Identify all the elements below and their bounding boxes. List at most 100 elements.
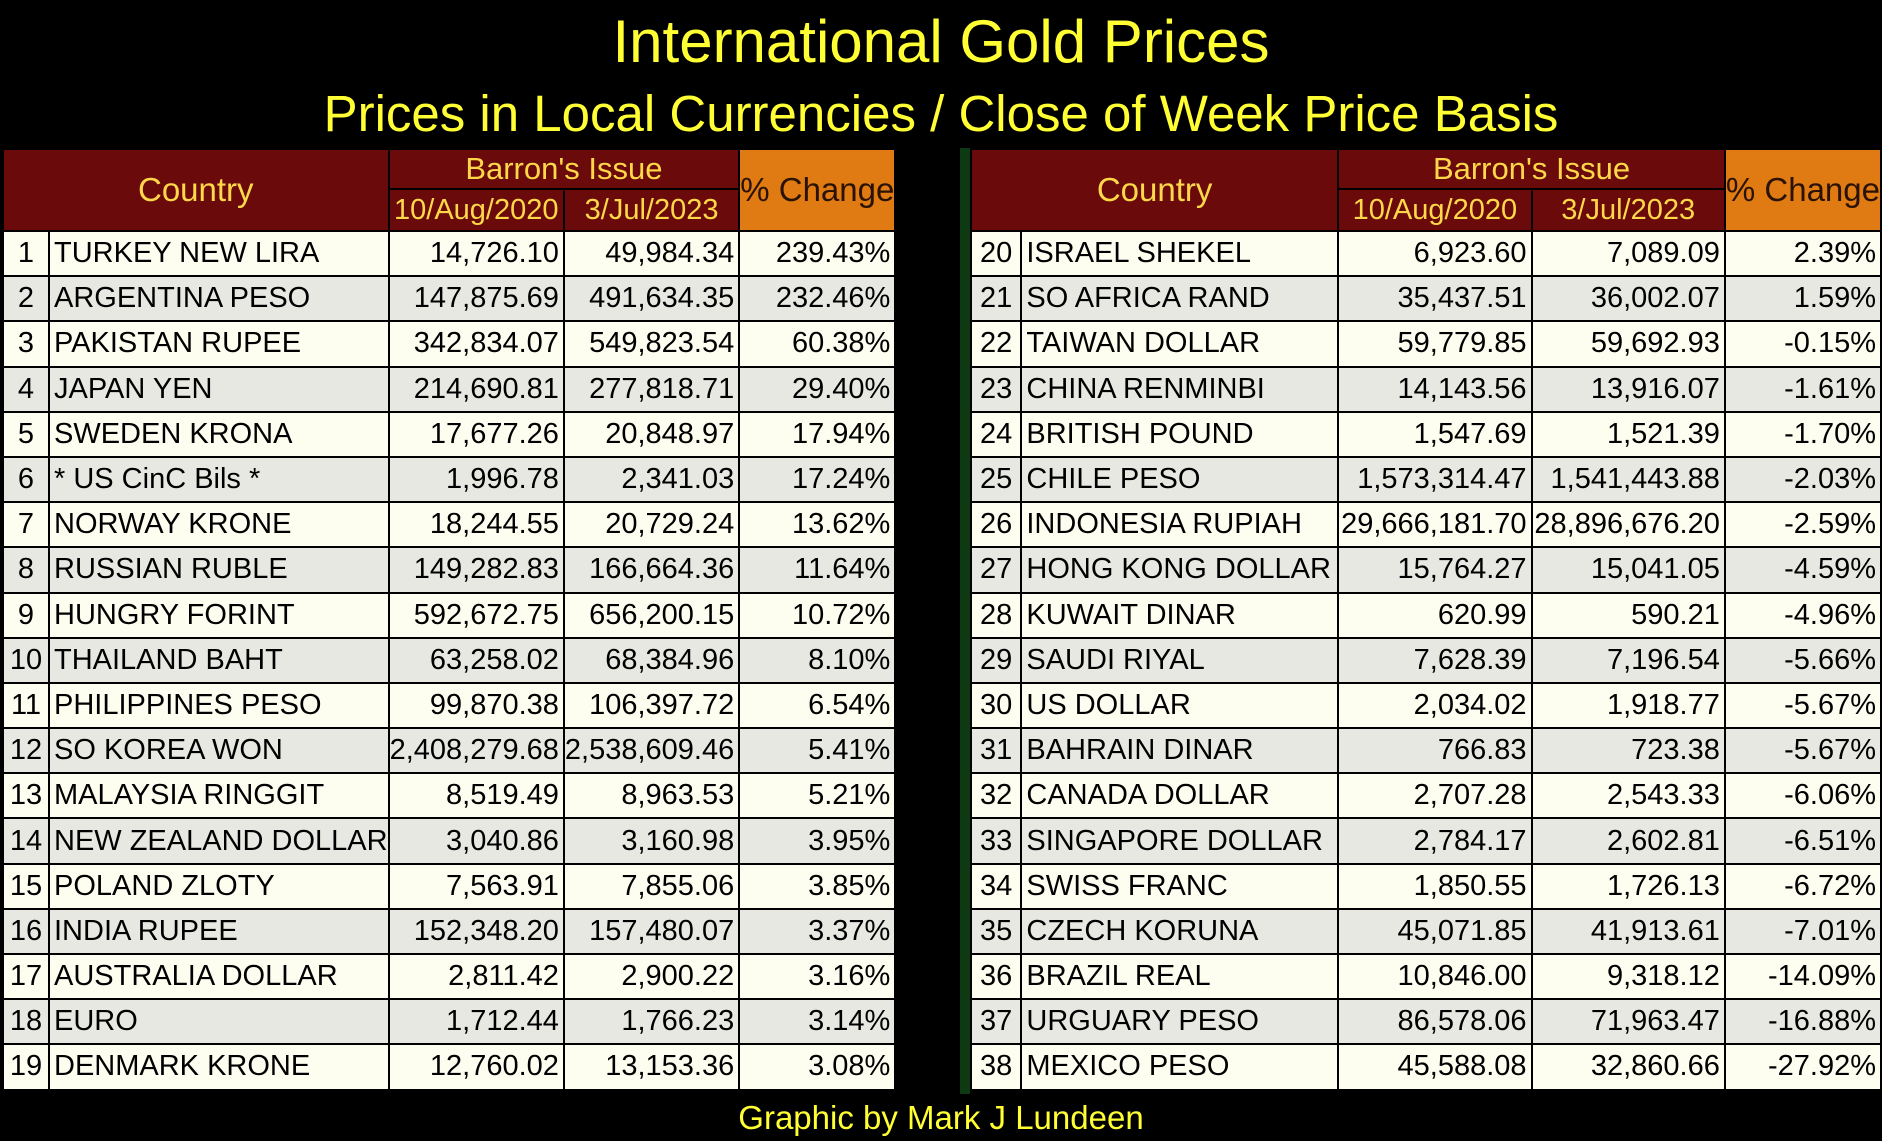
table-row: 32 CANADA DOLLAR 2,707.28 2,543.33 -6.06% — [969, 772, 1882, 820]
rank-cell: 7 — [2, 501, 50, 549]
rank-cell: 36 — [969, 952, 1023, 1001]
country-cell: US DOLLAR — [1020, 681, 1340, 730]
pct-change-cell: 3.16% — [738, 952, 897, 1001]
country-cell: CZECH KORUNA — [1020, 907, 1340, 956]
country-cell: SWEDEN KRONA — [48, 410, 390, 458]
price-2020-cell: 14,143.56 — [1337, 365, 1533, 413]
pct-change-cell: 3.37% — [738, 907, 897, 956]
rank-cell: 14 — [2, 817, 50, 865]
pct-change-cell: -16.88% — [1723, 998, 1882, 1046]
right-table-panel: Country Barron's Issue % Change 10/Aug/2… — [969, 148, 1882, 1091]
pct-change-cell: -4.96% — [1723, 591, 1882, 639]
table-row: 28 KUWAIT DINAR 620.99 590.21 -4.96% — [969, 591, 1882, 639]
table-row: 14 NEW ZEALAND DOLLAR 3,040.86 3,160.98 3.95… — [2, 817, 897, 865]
price-2023-cell: 491,634.35 — [562, 275, 741, 323]
table-row: 20 ISRAEL SHEKEL 6,923.60 7,089.09 2.39% — [969, 229, 1882, 278]
pct-change-cell: 3.14% — [738, 998, 897, 1046]
rank-cell: 15 — [2, 862, 50, 910]
country-cell: * US CinC Bils * — [48, 455, 390, 504]
country-cell: SO KOREA WON — [48, 727, 390, 775]
table-row: 33 SINGAPORE DOLLAR 2,784.17 2,602.81 -6.51% — [969, 817, 1882, 865]
pct-change-cell: -5.66% — [1723, 636, 1882, 684]
rank-cell: 11 — [2, 681, 50, 730]
country-cell: PAKISTAN RUPEE — [48, 320, 390, 368]
price-2023-cell: 7,855.06 — [562, 862, 741, 910]
price-2023-cell: 20,729.24 — [562, 501, 741, 549]
table-body-left: 1 TURKEY NEW LIRA 14,726.10 49,984.34 239.43… — [2, 229, 897, 1091]
price-2020-cell: 766.83 — [1337, 727, 1533, 775]
rank-cell: 19 — [2, 1043, 50, 1091]
country-cell: SAUDI RIYAL — [1020, 636, 1340, 684]
price-2023-cell: 157,480.07 — [562, 907, 741, 956]
price-2023-cell: 1,521.39 — [1530, 410, 1726, 458]
price-2020-cell: 59,779.85 — [1337, 320, 1533, 368]
price-2020-cell: 14,726.10 — [387, 229, 565, 278]
price-2020-cell: 1,547.69 — [1337, 410, 1533, 458]
rank-cell: 6 — [2, 455, 50, 504]
rank-cell: 28 — [969, 591, 1023, 639]
pct-change-column-header: % Change — [738, 148, 897, 232]
table-row: 8 RUSSIAN RUBLE 149,282.83 166,664.36 11.64% — [2, 546, 897, 594]
rank-cell: 17 — [2, 952, 50, 1001]
price-2023-cell: 2,543.33 — [1530, 772, 1726, 820]
price-2023-cell: 1,766.23 — [562, 998, 741, 1046]
country-cell: HONG KONG DOLLAR — [1020, 546, 1340, 594]
table-row: 6 * US CinC Bils * 1,996.78 2,341.03 17.24% — [2, 455, 897, 504]
country-cell: URGUARY PESO — [1020, 998, 1340, 1046]
rank-cell: 9 — [2, 591, 50, 639]
pct-change-cell: 11.64% — [738, 546, 897, 594]
pct-change-cell: 3.08% — [738, 1043, 897, 1091]
price-2020-cell: 7,628.39 — [1337, 636, 1533, 684]
pct-change-cell: -4.59% — [1723, 546, 1882, 594]
price-2023-cell: 656,200.15 — [562, 591, 741, 639]
country-cell: HUNGRY FORINT — [48, 591, 390, 639]
pct-change-cell: 17.24% — [738, 455, 897, 504]
table-row: 2 ARGENTINA PESO 147,875.69 491,634.35 232.4… — [2, 275, 897, 323]
country-cell: CHINA RENMINBI — [1020, 365, 1340, 413]
country-cell: CHILE PESO — [1020, 455, 1340, 504]
price-2020-cell: 214,690.81 — [387, 365, 565, 413]
country-cell: NEW ZEALAND DOLLAR — [48, 817, 390, 865]
price-2020-cell: 15,764.27 — [1337, 546, 1533, 594]
price-2023-cell: 15,041.05 — [1530, 546, 1726, 594]
price-2023-cell: 723.38 — [1530, 727, 1726, 775]
price-2020-cell: 7,563.91 — [387, 862, 565, 910]
price-2023-cell: 36,002.07 — [1530, 275, 1726, 323]
price-2020-cell: 2,811.42 — [387, 952, 565, 1001]
rank-cell: 38 — [969, 1043, 1023, 1091]
country-cell: EURO — [48, 998, 390, 1046]
table-row: 26 INDONESIA RUPIAH 29,666,181.70 28,896,67… — [969, 501, 1882, 549]
gold-price-table-left: Country Barron's Issue % Change 10/Aug/2… — [2, 148, 897, 1091]
country-cell: BRITISH POUND — [1020, 410, 1340, 458]
price-2020-cell: 12,760.02 — [387, 1043, 565, 1091]
pct-change-cell: -6.51% — [1723, 817, 1882, 865]
table-row: 3 PAKISTAN RUPEE 342,834.07 549,823.54 60.38… — [2, 320, 897, 368]
rank-cell: 18 — [2, 998, 50, 1046]
pct-change-cell: 13.62% — [738, 501, 897, 549]
price-2020-cell: 17,677.26 — [387, 410, 565, 458]
date-2020-column-header: 10/Aug/2020 — [1337, 188, 1533, 232]
country-column-header: Country — [969, 148, 1340, 232]
table-row: 13 MALAYSIA RINGGIT 8,519.49 8,963.53 5.21% — [2, 772, 897, 820]
table-row: 17 AUSTRALIA DOLLAR 2,811.42 2,900.22 3.16% — [2, 952, 897, 1001]
price-2020-cell: 1,712.44 — [387, 998, 565, 1046]
price-2020-cell: 45,588.08 — [1337, 1043, 1533, 1091]
pct-change-cell: 5.21% — [738, 772, 897, 820]
country-cell: SO AFRICA RAND — [1020, 275, 1340, 323]
price-2020-cell: 99,870.38 — [387, 681, 565, 730]
price-2020-cell: 3,040.86 — [387, 817, 565, 865]
table-row: 22 TAIWAN DOLLAR 59,779.85 59,692.93 -0.15% — [969, 320, 1882, 368]
pct-change-cell: -1.61% — [1723, 365, 1882, 413]
table-row: 35 CZECH KORUNA 45,071.85 41,913.61 -7.01% — [969, 907, 1882, 956]
rank-cell: 1 — [2, 229, 50, 278]
date-2020-column-header: 10/Aug/2020 — [387, 188, 565, 232]
table-row: 25 CHILE PESO 1,573,314.47 1,541,443.88 -2.0… — [969, 455, 1882, 504]
price-2020-cell: 10,846.00 — [1337, 952, 1533, 1001]
barrons-issue-header: Barron's Issue — [1337, 148, 1726, 190]
country-cell: MEXICO PESO — [1020, 1043, 1340, 1091]
date-2023-column-header: 3/Jul/2023 — [562, 188, 741, 232]
pct-change-cell: 8.10% — [738, 636, 897, 684]
price-2020-cell: 149,282.83 — [387, 546, 565, 594]
price-2023-cell: 3,160.98 — [562, 817, 741, 865]
pct-change-cell: -0.15% — [1723, 320, 1882, 368]
